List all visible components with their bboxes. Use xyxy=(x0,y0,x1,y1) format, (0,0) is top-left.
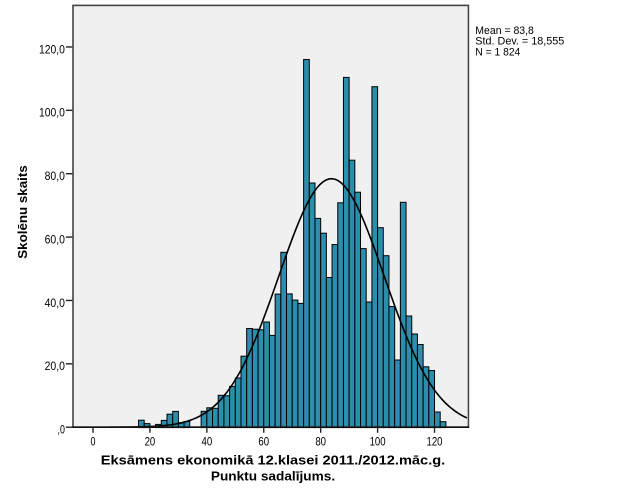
svg-text:120: 120 xyxy=(427,434,443,448)
svg-text:Skolēnu skaits: Skolēnu skaits xyxy=(15,165,30,259)
svg-text:80,0: 80,0 xyxy=(45,169,66,183)
svg-text:,0: ,0 xyxy=(58,423,66,437)
svg-text:60: 60 xyxy=(258,434,269,448)
svg-text:0: 0 xyxy=(91,434,96,448)
svg-text:40,0: 40,0 xyxy=(45,296,66,310)
svg-text:Std. Dev. = 18,555: Std. Dev. = 18,555 xyxy=(475,36,564,48)
svg-text:100,0: 100,0 xyxy=(39,106,65,120)
svg-text:Eksāmens ekonomikā 12.klasei 2: Eksāmens ekonomikā 12.klasei 2011./2012.… xyxy=(101,452,446,467)
svg-text:60,0: 60,0 xyxy=(45,232,66,246)
svg-text:40: 40 xyxy=(201,434,212,448)
svg-text:80: 80 xyxy=(315,434,326,448)
svg-text:20,0: 20,0 xyxy=(45,359,66,373)
svg-text:Punktu sadalījums.: Punktu sadalījums. xyxy=(211,468,335,483)
svg-text:Mean = 83,8: Mean = 83,8 xyxy=(475,25,534,37)
svg-text:120,0: 120,0 xyxy=(39,42,65,56)
svg-text:100: 100 xyxy=(370,434,386,448)
svg-text:N = 1 824: N = 1 824 xyxy=(475,47,520,59)
svg-text:20: 20 xyxy=(145,434,156,448)
